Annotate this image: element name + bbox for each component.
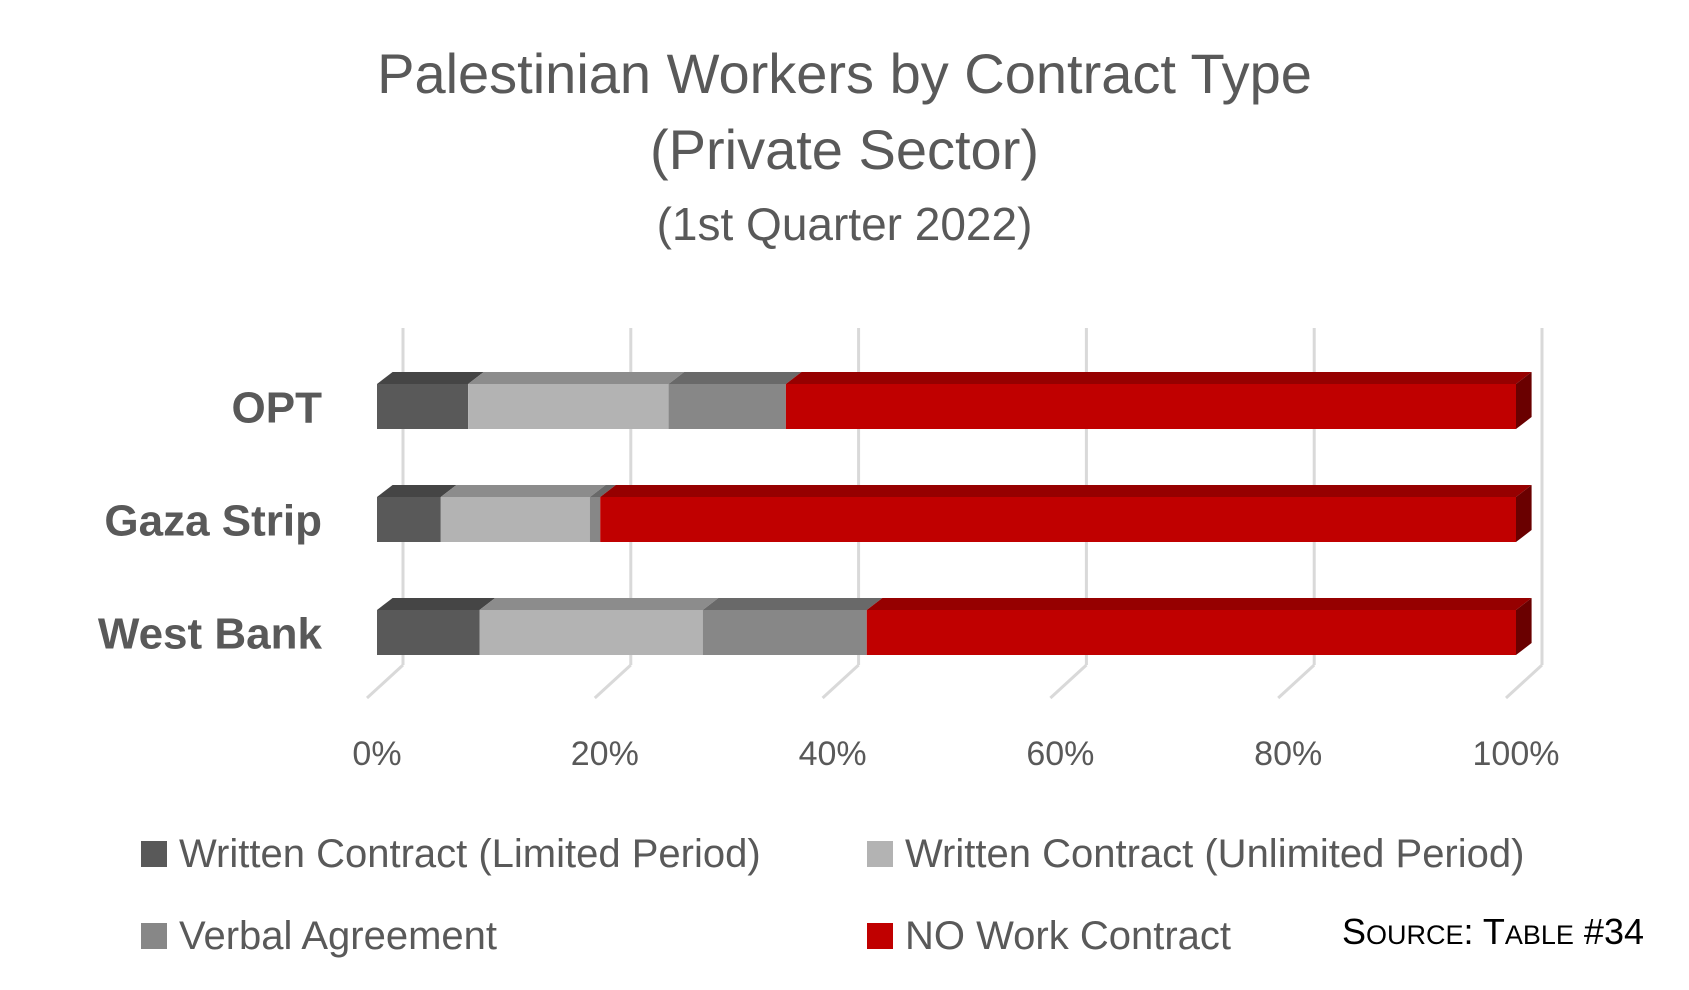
x-tick-label: 60% <box>1026 735 1094 773</box>
bar-top-face <box>468 372 685 384</box>
bar-segment <box>479 610 703 655</box>
bar-segment <box>600 497 1516 542</box>
x-tick-label: 80% <box>1254 735 1322 773</box>
legend-swatch <box>867 841 893 867</box>
bar-top-face <box>785 372 1532 384</box>
bar-segment <box>377 497 441 542</box>
bar-top-face <box>702 598 883 610</box>
legend-item-unlimited: Written Contract (Unlimited Period) <box>867 830 1524 878</box>
bar-segment <box>468 384 669 429</box>
bar-segment <box>377 384 469 429</box>
bar-segment <box>866 610 1516 655</box>
gridline-floor <box>365 663 405 700</box>
legend-label: NO Work Contract <box>905 914 1231 958</box>
y-category-label: Gaza Strip <box>104 497 322 546</box>
bar-segment <box>702 610 867 655</box>
gridline-floor <box>1049 663 1088 700</box>
legend-item-no-contract: NO Work Contract <box>867 912 1231 960</box>
gridline-floor <box>1504 663 1544 700</box>
bar-top-face <box>377 485 457 497</box>
bar-segment <box>785 384 1516 429</box>
bar-top-face <box>600 485 1532 497</box>
chart-subtitle: (1st Quarter 2022) <box>656 198 1033 250</box>
bar-side-face <box>1516 372 1532 429</box>
chart-title-line2: (Private Sector) <box>650 118 1039 181</box>
bar-top-face <box>377 598 496 610</box>
gridline-floor <box>821 663 860 700</box>
bar-top-face <box>479 598 719 610</box>
gridline-floor <box>1277 663 1316 700</box>
bar-top-face <box>866 598 1532 610</box>
legend-swatch <box>867 923 893 949</box>
bar-top-face <box>589 485 616 497</box>
legend-label: Written Contract (Limited Period) <box>179 832 761 876</box>
x-tick-label: 20% <box>571 735 639 773</box>
legend-label: Written Contract (Unlimited Period) <box>905 832 1525 876</box>
bar-segment <box>440 497 590 542</box>
legend-item-verbal: Verbal Agreement <box>141 912 497 960</box>
legend-label: Verbal Agreement <box>179 914 497 958</box>
bar-segment <box>668 384 786 429</box>
chart-title: Palestinian Workers by Contract Type <box>377 42 1312 105</box>
x-tick-label: 40% <box>799 735 867 773</box>
y-category-label: OPT <box>232 384 323 433</box>
source-note: SOURCE: TABLE #34 <box>1342 911 1644 952</box>
bar-top-face <box>440 485 606 497</box>
y-category-label: West Bank <box>98 610 323 659</box>
bar-top-face <box>668 372 802 384</box>
legend-swatch <box>141 923 167 949</box>
bar-segment <box>589 497 601 542</box>
x-tick-label: 100% <box>1473 735 1560 773</box>
gridline-floor <box>593 663 632 700</box>
bar-segment <box>377 610 480 655</box>
legend-item-limited: Written Contract (Limited Period) <box>141 830 761 878</box>
bar-top-face <box>377 372 484 384</box>
x-tick-label: 0% <box>352 735 401 773</box>
bar-side-face <box>1516 598 1532 655</box>
bar-side-face <box>1516 485 1532 542</box>
legend-swatch <box>141 841 167 867</box>
